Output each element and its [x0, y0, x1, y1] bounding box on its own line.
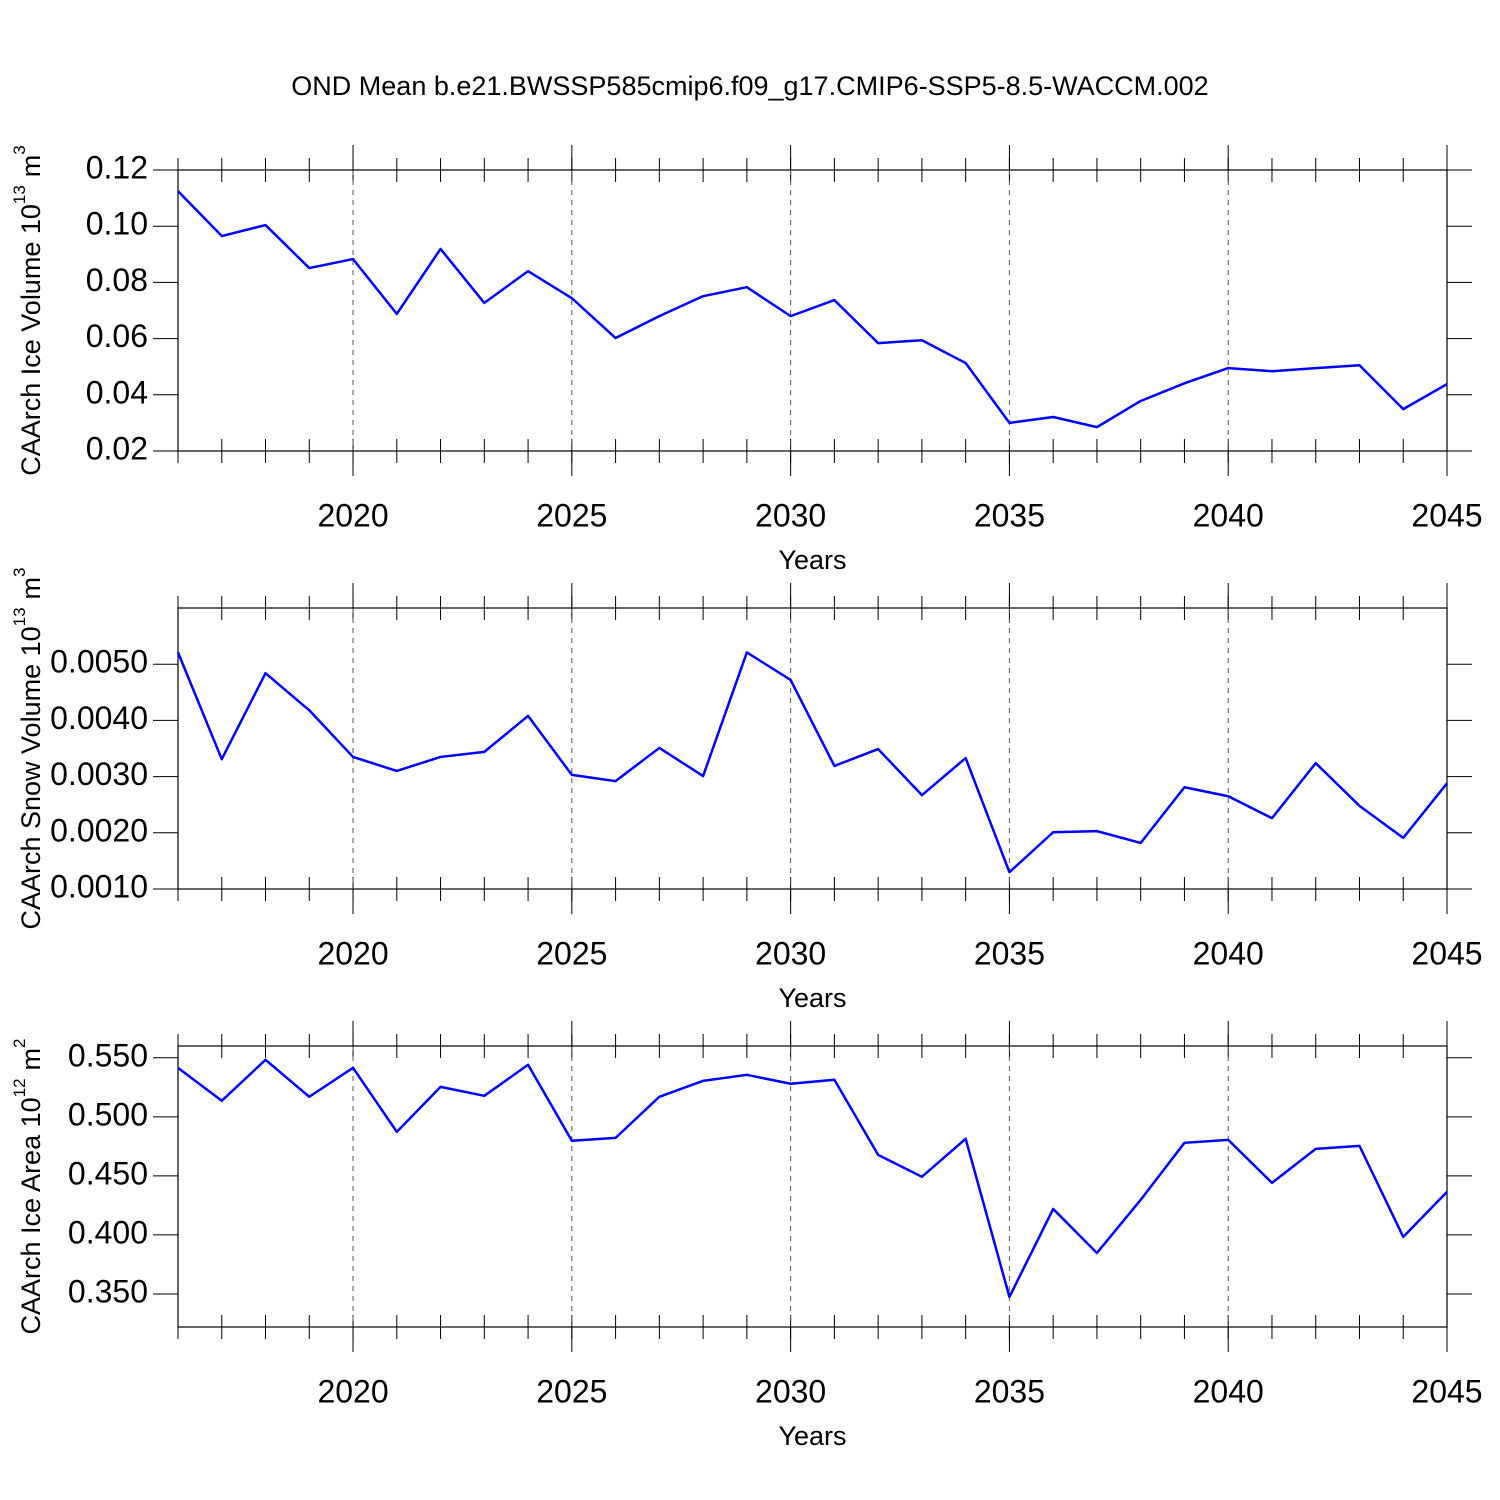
x-tick-label: 2040 — [1193, 497, 1264, 533]
y-axis-label-text: CAArch Ice Area 10 — [16, 1097, 46, 1334]
x-tick-label: 2025 — [536, 935, 607, 971]
y-tick-label: 0.06 — [86, 318, 148, 354]
x-tick-label: 2045 — [1411, 1373, 1482, 1409]
y-tick-label: 0.400 — [68, 1214, 148, 1250]
x-tick-label: 2020 — [317, 1373, 388, 1409]
y-axis-label-unit-exp: 3 — [10, 145, 29, 154]
y-axis-label: CAArch Snow Volume 1013 m3 — [10, 567, 46, 929]
data-line — [177, 190, 1448, 429]
plot-frame — [177, 169, 1448, 452]
y-tick-label: 0.450 — [68, 1155, 148, 1191]
y-axis-label-unit: m — [16, 1048, 46, 1071]
x-tick-label: 2025 — [536, 1373, 607, 1409]
data-line — [177, 1058, 1448, 1299]
y-axis-label-unit: m — [16, 577, 46, 600]
plot-frame — [177, 1045, 1448, 1328]
y-axis-label-unit-exp: 2 — [10, 1038, 29, 1047]
x-tick-label: 2035 — [974, 497, 1045, 533]
x-axis-label: Years — [778, 983, 846, 1013]
x-tick-label: 2030 — [755, 935, 826, 971]
x-tick-label: 2030 — [755, 497, 826, 533]
x-axis-label: Years — [778, 1421, 846, 1451]
y-axis-label-exp: 12 — [10, 1078, 29, 1097]
y-tick-label: 0.0050 — [50, 644, 148, 680]
x-tick-label: 2045 — [1411, 935, 1482, 971]
data-line — [176, 651, 1448, 874]
x-tick-label: 2045 — [1411, 497, 1482, 533]
x-tick-label: 2040 — [1193, 935, 1264, 971]
x-tick-label: 2030 — [755, 1373, 826, 1409]
x-axis-label: Years — [778, 545, 846, 575]
x-tick-label: 2025 — [536, 497, 607, 533]
x-tick-label: 2040 — [1193, 1373, 1264, 1409]
chart-title: OND Mean b.e21.BWSSP585cmip6.f09_g17.CMI… — [291, 71, 1208, 101]
y-axis-label: CAArch Ice Volume 1013 m3 — [10, 145, 46, 476]
y-tick-label: 0.04 — [86, 374, 148, 410]
y-axis-label-unit: m — [16, 155, 46, 178]
y-tick-label: 0.10 — [86, 206, 148, 242]
x-tick-label: 2020 — [317, 935, 388, 971]
y-tick-label: 0.02 — [86, 430, 148, 466]
y-tick-label: 0.08 — [86, 262, 148, 298]
y-tick-label: 0.12 — [86, 149, 148, 185]
y-tick-label: 0.550 — [68, 1037, 148, 1073]
y-axis-label-exp: 13 — [10, 607, 29, 626]
y-tick-label: 0.0020 — [50, 812, 148, 848]
y-axis-label-text: CAArch Snow Volume 10 — [16, 626, 46, 929]
y-tick-label: 0.500 — [68, 1096, 148, 1132]
plot-frame — [177, 607, 1448, 890]
y-axis-label-unit-exp: 3 — [10, 567, 29, 576]
y-axis-label: CAArch Ice Area 1012 m2 — [10, 1038, 46, 1334]
y-tick-label: 0.0010 — [50, 868, 148, 904]
x-tick-label: 2035 — [974, 935, 1045, 971]
x-tick-label: 2020 — [317, 497, 388, 533]
y-axis-label-text: CAArch Ice Volume 10 — [16, 204, 46, 476]
y-tick-label: 0.350 — [68, 1273, 148, 1309]
x-tick-label: 2035 — [974, 1373, 1045, 1409]
y-axis-label-exp: 13 — [10, 185, 29, 204]
y-tick-label: 0.0040 — [50, 700, 148, 736]
y-tick-label: 0.0030 — [50, 756, 148, 792]
